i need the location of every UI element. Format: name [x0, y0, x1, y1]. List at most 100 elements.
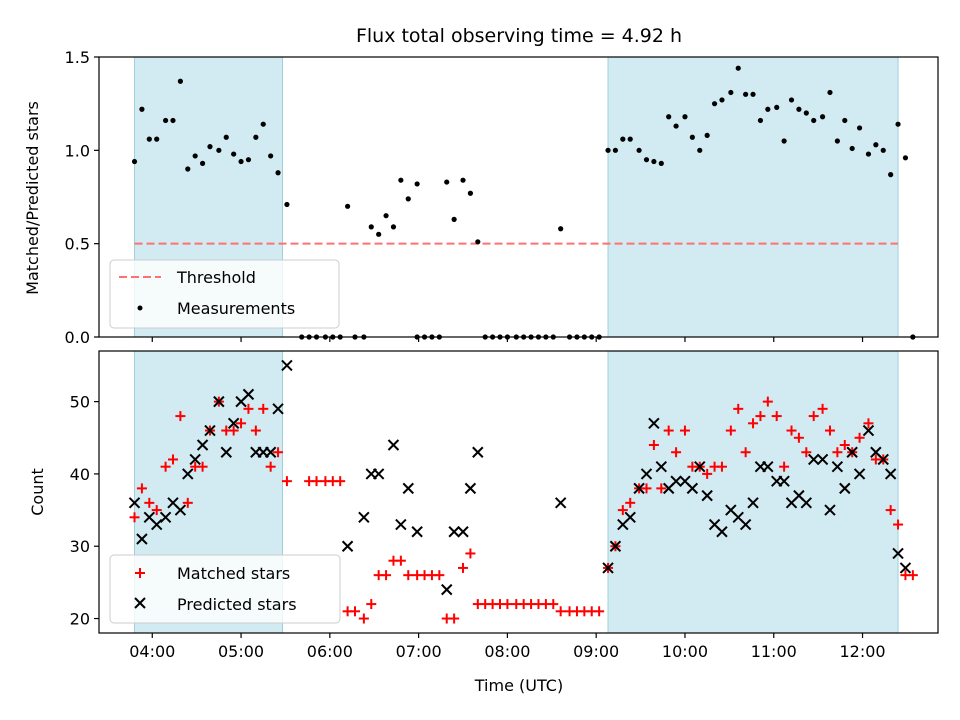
matched-star-marker — [458, 562, 469, 573]
measurement-point — [856, 125, 863, 131]
predicted-star-marker — [387, 439, 400, 451]
matched-star-marker — [716, 461, 727, 472]
predicted-star-marker — [778, 475, 790, 487]
measurement-point — [750, 91, 756, 97]
matched-star-marker — [641, 483, 652, 494]
x-tick-label: 07:00 — [396, 642, 442, 661]
measurement-point — [444, 179, 450, 185]
measurement-point — [223, 134, 229, 140]
measurement-point — [842, 117, 848, 124]
matched-star-marker — [679, 425, 690, 436]
bottom-axes-frame — [98, 350, 939, 634]
matched-star-marker — [281, 476, 292, 487]
measurement-point — [620, 136, 626, 142]
measurement-point — [643, 157, 650, 163]
matched-star-marker — [236, 418, 247, 429]
measurement-point — [880, 147, 886, 153]
y-tick-label: 1.5 — [65, 48, 90, 67]
predicted-star-marker — [128, 497, 141, 509]
measurement-point — [146, 136, 152, 142]
x-tick-label: 05:00 — [218, 642, 264, 661]
matched-star-marker — [824, 425, 835, 436]
matched-star-marker — [258, 403, 269, 414]
measurement-point — [131, 158, 138, 165]
bottom-y-axis-label: Count — [28, 468, 47, 516]
predicted-star-marker — [457, 526, 469, 538]
matched-star-marker — [403, 570, 414, 581]
predicted-star-marker — [182, 468, 194, 480]
matched-star-marker — [465, 548, 476, 559]
top-legend: Threshold Measurements — [109, 259, 340, 329]
predicted-star-marker — [242, 388, 255, 401]
measurement-point — [199, 160, 206, 166]
measurement-point — [636, 147, 642, 153]
top-x-ticks — [151, 337, 864, 342]
measurement-point — [238, 158, 244, 165]
predicted-star-marker — [341, 540, 354, 552]
y-tick-label: 50 — [70, 393, 90, 412]
measurement-point — [796, 106, 802, 112]
matched-star-marker — [434, 570, 445, 581]
measurement-point — [819, 114, 826, 120]
matched-star-marker — [395, 555, 406, 566]
measurement-point — [834, 138, 840, 144]
measurement-point — [774, 104, 780, 110]
predicted-star-marker — [472, 446, 484, 458]
x-tick-label: 09:00 — [573, 642, 619, 661]
matched-star-marker — [273, 447, 284, 458]
predicted-star-marker — [762, 460, 774, 473]
matched-star-marker — [311, 476, 322, 487]
predicted-star-marker — [189, 453, 201, 466]
matched-star-marker — [755, 411, 766, 422]
bottom-legend: Matched stars Predicted stars — [109, 554, 341, 624]
matched-star-marker — [594, 606, 605, 617]
measurement-point — [390, 224, 397, 230]
measurement-point — [344, 203, 351, 209]
matched-star-marker — [786, 425, 797, 436]
measurement-point — [888, 172, 894, 178]
measurement-point — [666, 114, 672, 120]
measurement-point — [711, 101, 718, 107]
measurement-point — [475, 239, 481, 245]
predicted-star-marker — [899, 562, 912, 574]
matched-star-marker — [136, 483, 147, 494]
measurement-point — [682, 114, 688, 120]
measurement-point — [451, 216, 457, 222]
matched-star-markers — [129, 396, 918, 624]
measurement-point — [757, 117, 764, 124]
matched-star-marker — [854, 432, 865, 443]
legend-matched-label: Matched stars — [177, 564, 290, 583]
matched-star-marker — [358, 613, 369, 624]
measurement-point — [697, 147, 703, 153]
predicted-star-marker — [739, 518, 752, 531]
predicted-star-marker — [824, 504, 836, 516]
measurement-point — [689, 134, 695, 140]
top-y-ticks: 0.0 0.5 1.0 1.5 — [65, 48, 99, 347]
predicted-star-marker — [862, 424, 875, 437]
measurement-point — [231, 151, 237, 157]
matched-star-marker — [548, 599, 559, 610]
x-tick-label: 06:00 — [307, 642, 353, 661]
matched-star-marker — [228, 425, 239, 436]
predicted-star-marker — [227, 417, 240, 430]
measurement-point — [154, 136, 160, 142]
predicted-star-marker — [204, 424, 216, 437]
measurement-point — [673, 123, 679, 129]
matched-star-marker — [175, 411, 186, 422]
measurement-point — [743, 91, 749, 97]
y-tick-label: 30 — [70, 537, 90, 556]
matched-star-marker — [160, 461, 171, 472]
predicted-star-marker — [701, 489, 713, 502]
predicted-star-marker — [441, 583, 453, 596]
matched-star-marker — [733, 403, 744, 414]
measurement-point — [803, 110, 809, 116]
matched-star-marker — [250, 425, 261, 436]
matched-star-marker — [335, 476, 346, 487]
matched-star-marker — [151, 505, 162, 516]
measurement-point — [719, 97, 725, 103]
measurement-point — [849, 145, 855, 152]
matched-star-marker — [129, 512, 140, 523]
predicted-star-marker — [670, 475, 682, 487]
matched-star-marker — [555, 606, 566, 617]
matched-star-marker — [740, 447, 751, 458]
